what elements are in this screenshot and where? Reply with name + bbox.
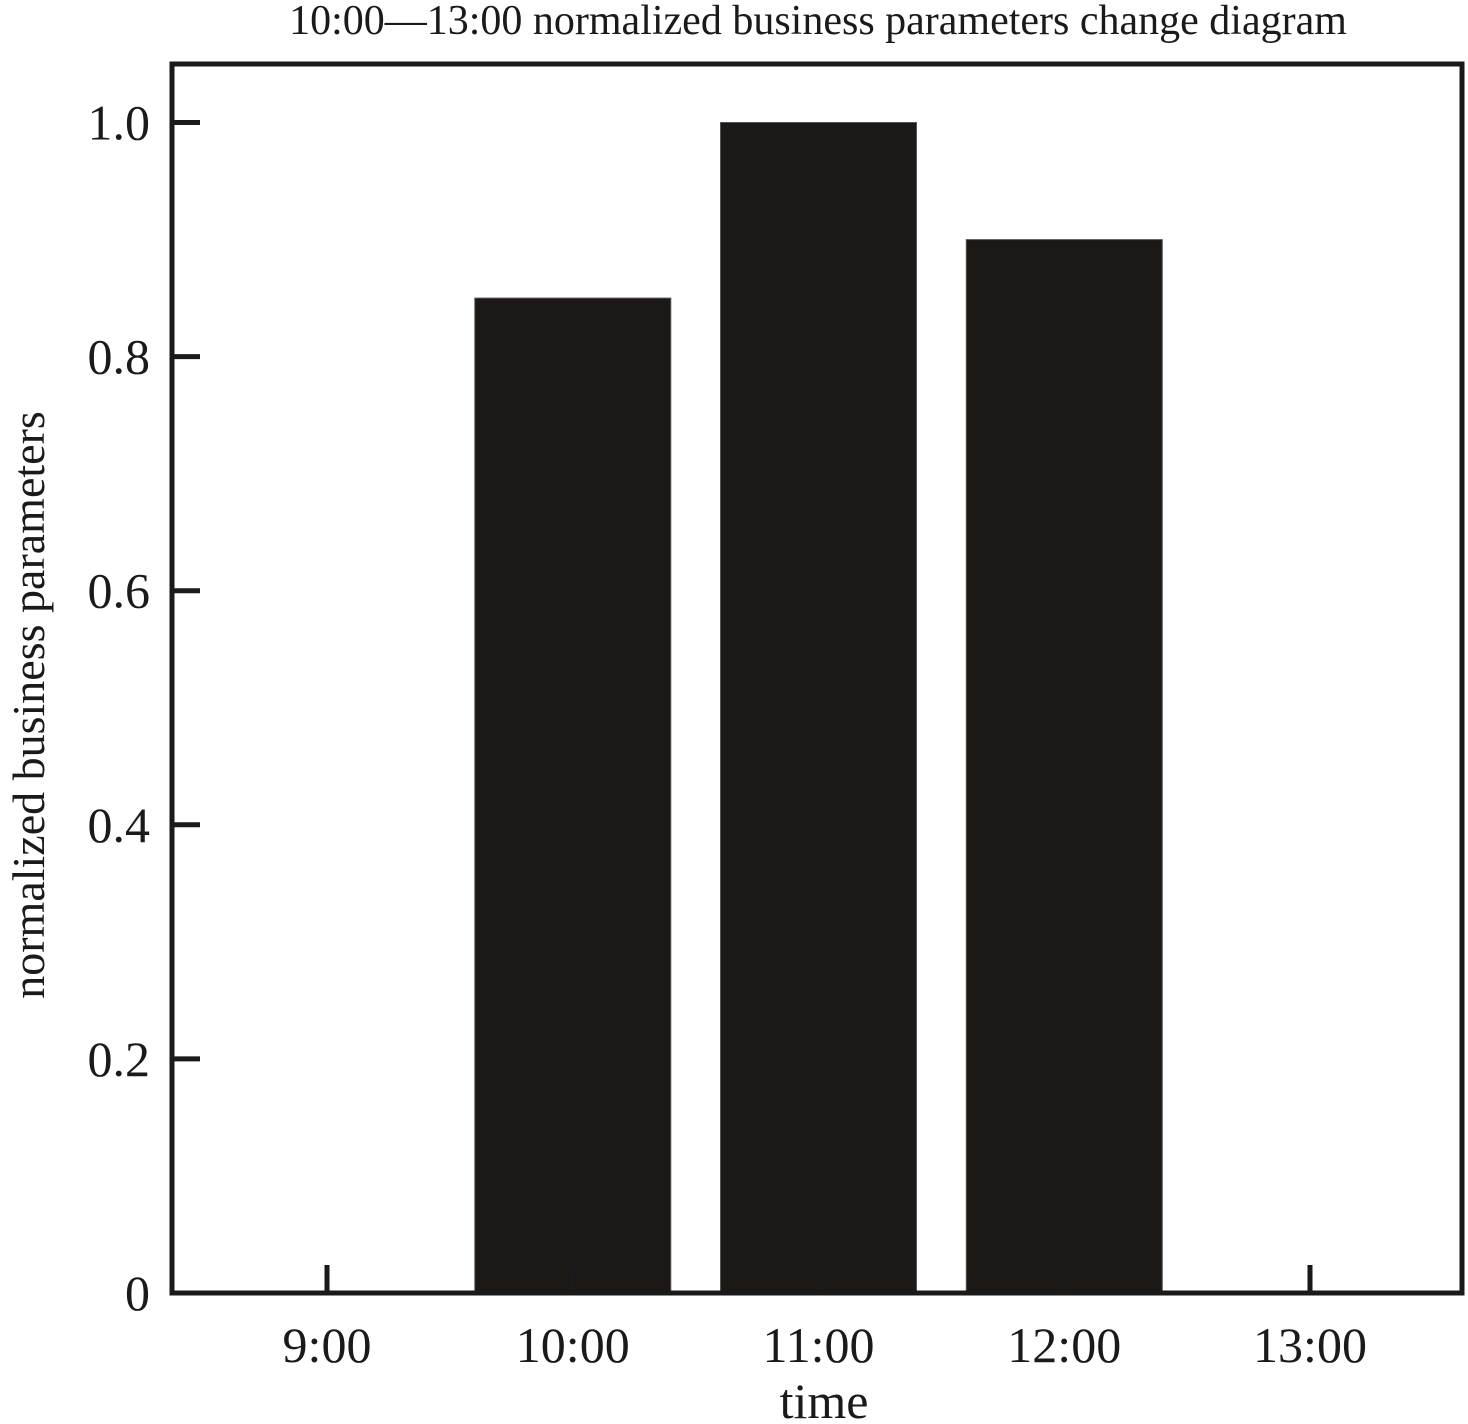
y-tick-label: 0.2	[88, 1031, 151, 1087]
chart-title: 10:00—13:00 normalized business paramete…	[289, 0, 1347, 44]
bar-10-00	[474, 297, 672, 1294]
y-tick-label: 0.8	[88, 329, 151, 385]
x-tick-label: 11:00	[762, 1317, 874, 1373]
x-tick-label: 13:00	[1253, 1317, 1367, 1373]
x-tick-labels: 9:00 10:00 11:00 12:00 13:00	[283, 1317, 1367, 1373]
plot-frame	[169, 61, 1465, 1296]
bar-11-00	[720, 122, 917, 1294]
x-tick-label: 10:00	[516, 1317, 630, 1373]
x-axis-label: time	[780, 1373, 869, 1424]
ticks-layer	[172, 120, 1313, 1293]
bars-layer	[474, 122, 1163, 1294]
y-axis-label: normalized business parameters	[3, 411, 54, 999]
y-tick-labels: 0 0.2 0.4 0.6 0.8 1.0	[88, 95, 151, 1322]
bar-12-00	[965, 239, 1163, 1294]
y-tick-label: 0.4	[88, 797, 151, 853]
x-tick-label: 9:00	[283, 1317, 372, 1373]
y-tick-label: 0	[125, 1265, 150, 1321]
y-tick-label: 0.6	[88, 563, 151, 619]
y-tick-label: 1.0	[88, 95, 151, 151]
x-tick-label: 12:00	[1007, 1317, 1121, 1373]
